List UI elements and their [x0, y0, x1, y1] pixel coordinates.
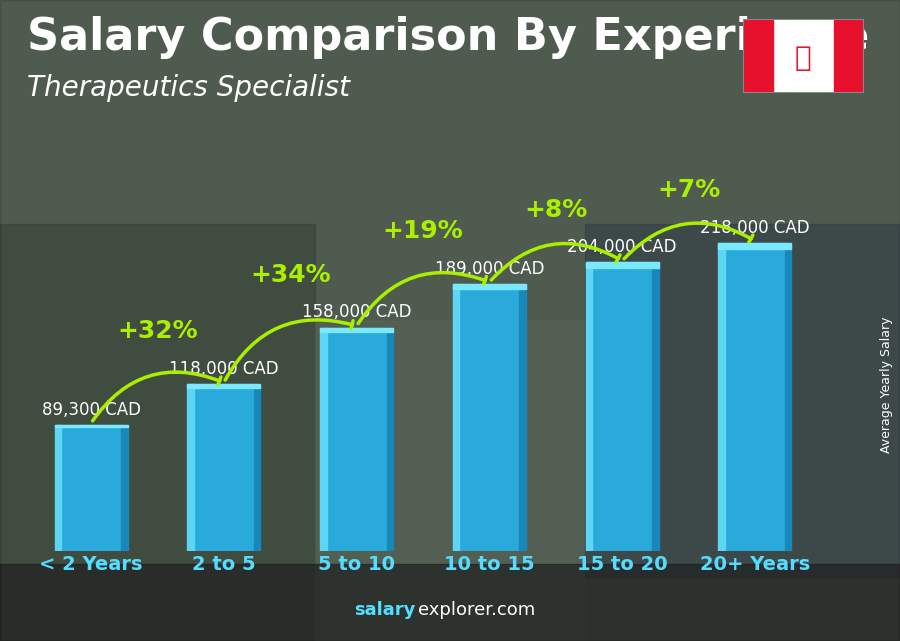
Bar: [55, 425, 61, 551]
Bar: [187, 384, 194, 551]
Text: Salary Comparison By Experience: Salary Comparison By Experience: [27, 16, 869, 59]
Text: 🍁: 🍁: [795, 44, 812, 72]
Bar: [586, 263, 659, 269]
Bar: [326, 328, 387, 551]
Text: salary: salary: [355, 601, 416, 619]
Bar: [459, 284, 520, 551]
Text: 204,000 CAD: 204,000 CAD: [567, 238, 677, 256]
Text: +8%: +8%: [524, 197, 588, 222]
Bar: [585, 224, 900, 577]
Text: +32%: +32%: [117, 319, 198, 344]
Text: 15 to 20: 15 to 20: [577, 554, 668, 574]
Text: +19%: +19%: [382, 219, 464, 243]
Bar: [519, 284, 526, 551]
Text: Average Yearly Salary: Average Yearly Salary: [880, 317, 893, 453]
Bar: [121, 425, 128, 551]
Bar: [453, 284, 460, 551]
Bar: [742, 19, 773, 93]
Bar: [718, 243, 725, 551]
Bar: [718, 243, 791, 249]
Bar: [0, 564, 900, 641]
Text: +7%: +7%: [657, 178, 720, 202]
Bar: [785, 243, 791, 551]
Bar: [0, 224, 315, 641]
Text: +34%: +34%: [250, 263, 330, 287]
Bar: [315, 320, 585, 641]
Bar: [591, 263, 652, 551]
Bar: [724, 243, 786, 551]
Text: Therapeutics Specialist: Therapeutics Specialist: [27, 74, 350, 102]
Bar: [194, 384, 255, 551]
Text: < 2 Years: < 2 Years: [40, 554, 143, 574]
Text: 158,000 CAD: 158,000 CAD: [302, 303, 411, 322]
Text: 5 to 10: 5 to 10: [318, 554, 395, 574]
Bar: [320, 328, 327, 551]
Text: 189,000 CAD: 189,000 CAD: [435, 260, 544, 278]
Bar: [387, 328, 393, 551]
Text: explorer.com: explorer.com: [418, 601, 535, 619]
Bar: [833, 19, 864, 93]
Text: 89,300 CAD: 89,300 CAD: [41, 401, 140, 419]
Bar: [586, 263, 592, 551]
Text: 118,000 CAD: 118,000 CAD: [169, 360, 279, 378]
Bar: [320, 328, 393, 332]
Bar: [60, 425, 122, 551]
Bar: [55, 425, 128, 428]
Text: 2 to 5: 2 to 5: [192, 554, 256, 574]
Text: 218,000 CAD: 218,000 CAD: [700, 219, 810, 237]
Bar: [652, 263, 659, 551]
Bar: [453, 284, 526, 289]
Text: 10 to 15: 10 to 15: [444, 554, 535, 574]
Bar: [187, 384, 260, 388]
Bar: [254, 384, 260, 551]
Text: 20+ Years: 20+ Years: [700, 554, 810, 574]
